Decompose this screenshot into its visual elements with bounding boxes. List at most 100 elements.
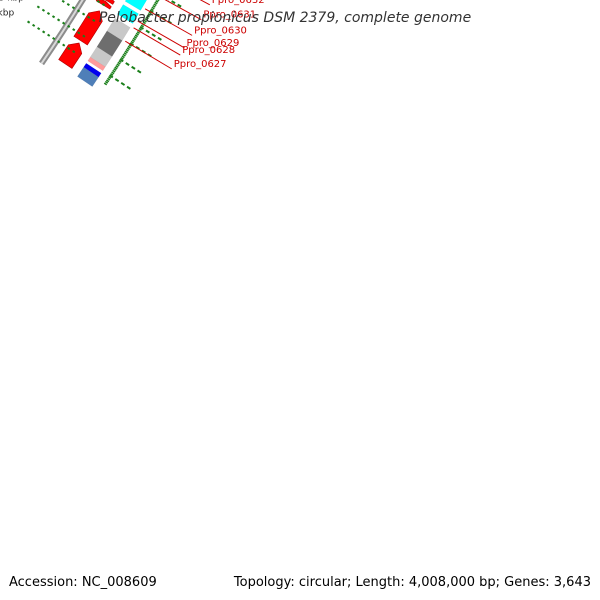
minor-tick — [124, 50, 128, 54]
minor-tick — [117, 61, 121, 65]
minor-tick — [134, 34, 139, 38]
minor-tick — [121, 55, 125, 59]
gene-label[interactable]: Ppro_0630 — [194, 25, 247, 36]
major-tick — [151, 33, 156, 38]
tick-dot — [32, 23, 36, 27]
gc-segment — [106, 17, 131, 41]
tick-dot — [67, 46, 71, 50]
minor-tick — [136, 31, 141, 34]
tick-dot — [52, 37, 56, 41]
minor-tick — [122, 53, 126, 57]
minor-tick — [103, 82, 108, 86]
tick-dot — [96, 0, 100, 4]
gene-leader-line — [137, 20, 185, 49]
minor-tick — [144, 18, 148, 21]
genome-summary-text: Topology: circular; Length: 4,008,000 bp… — [233, 575, 591, 590]
major-tick — [108, 74, 114, 79]
major-tick — [139, 26, 144, 30]
minor-tick — [128, 44, 132, 47]
gene-label[interactable]: Ppro_0628 — [182, 45, 235, 56]
gene-arrow — [58, 42, 83, 69]
genome-title: Pelobacter propionicus DSM 2379, complet… — [99, 10, 471, 26]
gene-leader-line — [144, 8, 193, 36]
gc-segment — [87, 56, 106, 72]
tick-dot — [72, 28, 76, 32]
major-tick — [171, 0, 176, 4]
tick-dot — [46, 11, 51, 15]
minor-tick — [153, 3, 157, 7]
tick-dot — [62, 21, 66, 25]
minor-tick — [123, 52, 127, 55]
minor-tick — [133, 35, 138, 39]
minor-tick — [126, 47, 130, 51]
minor-tick — [114, 66, 118, 70]
minor-tick — [120, 56, 124, 60]
minor-tick — [132, 37, 137, 41]
tick-dot — [82, 12, 86, 16]
major-tick — [126, 85, 131, 90]
gene-label[interactable]: Ppro_0631 — [203, 10, 256, 21]
major-tick — [125, 62, 130, 66]
tick-dot — [27, 20, 31, 24]
minor-tick — [105, 79, 110, 83]
minor-tick — [131, 39, 135, 43]
minor-tick — [118, 60, 122, 64]
tick-dot — [76, 9, 81, 13]
minor-tick — [135, 32, 140, 36]
minor-tick — [150, 8, 154, 12]
tick-dot — [72, 50, 76, 54]
minor-tick — [125, 48, 129, 52]
gc-segment — [83, 62, 102, 78]
tick-dot — [82, 34, 86, 38]
major-tick — [155, 13, 160, 18]
minor-tick — [147, 13, 151, 16]
minor-tick — [156, 0, 160, 2]
tick-dot — [61, 0, 65, 3]
tick-dot — [56, 18, 61, 22]
gc-track — [77, 0, 148, 87]
tick-dot — [66, 3, 70, 7]
minor-tick — [127, 45, 131, 49]
major-tick — [177, 3, 182, 8]
tick-dot — [62, 43, 66, 47]
tick-dot — [57, 40, 61, 44]
minor-tick — [154, 1, 158, 5]
major-tick — [137, 69, 142, 74]
minor-tick — [112, 69, 116, 73]
minor-tick — [106, 77, 111, 81]
minor-tick — [111, 71, 115, 75]
gene-leader-line — [164, 0, 202, 21]
major-tick — [149, 9, 154, 14]
minor-tick — [138, 27, 142, 31]
gene-label[interactable]: Ppro_0629 — [187, 38, 240, 49]
gene-label[interactable]: Ppro_0627 — [174, 59, 227, 70]
tick-dot — [37, 27, 41, 31]
tick-dot — [67, 24, 71, 28]
tick-dot — [47, 33, 51, 37]
minor-tick — [110, 72, 114, 76]
minor-tick — [151, 6, 155, 10]
minor-tick — [130, 40, 134, 44]
minor-tick — [113, 68, 117, 72]
minor-tick — [142, 21, 146, 25]
gene-track — [58, 0, 115, 69]
major-tick — [119, 58, 124, 63]
major-tick — [157, 36, 162, 41]
tick-dot — [77, 31, 81, 35]
minor-tick — [148, 11, 152, 15]
minor-tick — [143, 19, 147, 23]
minor-tick — [116, 63, 120, 67]
tick-dot — [87, 15, 91, 19]
tick-label: 663 kbp — [0, 0, 24, 4]
major-tick — [131, 65, 136, 70]
tick-dot — [42, 30, 46, 34]
gene-label[interactable]: Ppro_0632 — [212, 0, 265, 6]
minor-tick — [152, 4, 156, 8]
major-tick — [129, 42, 134, 47]
tick-dot — [51, 15, 56, 19]
minor-tick — [104, 80, 109, 84]
accession-text: Accession: NC_008609 — [9, 575, 157, 590]
minor-tick — [115, 64, 119, 68]
